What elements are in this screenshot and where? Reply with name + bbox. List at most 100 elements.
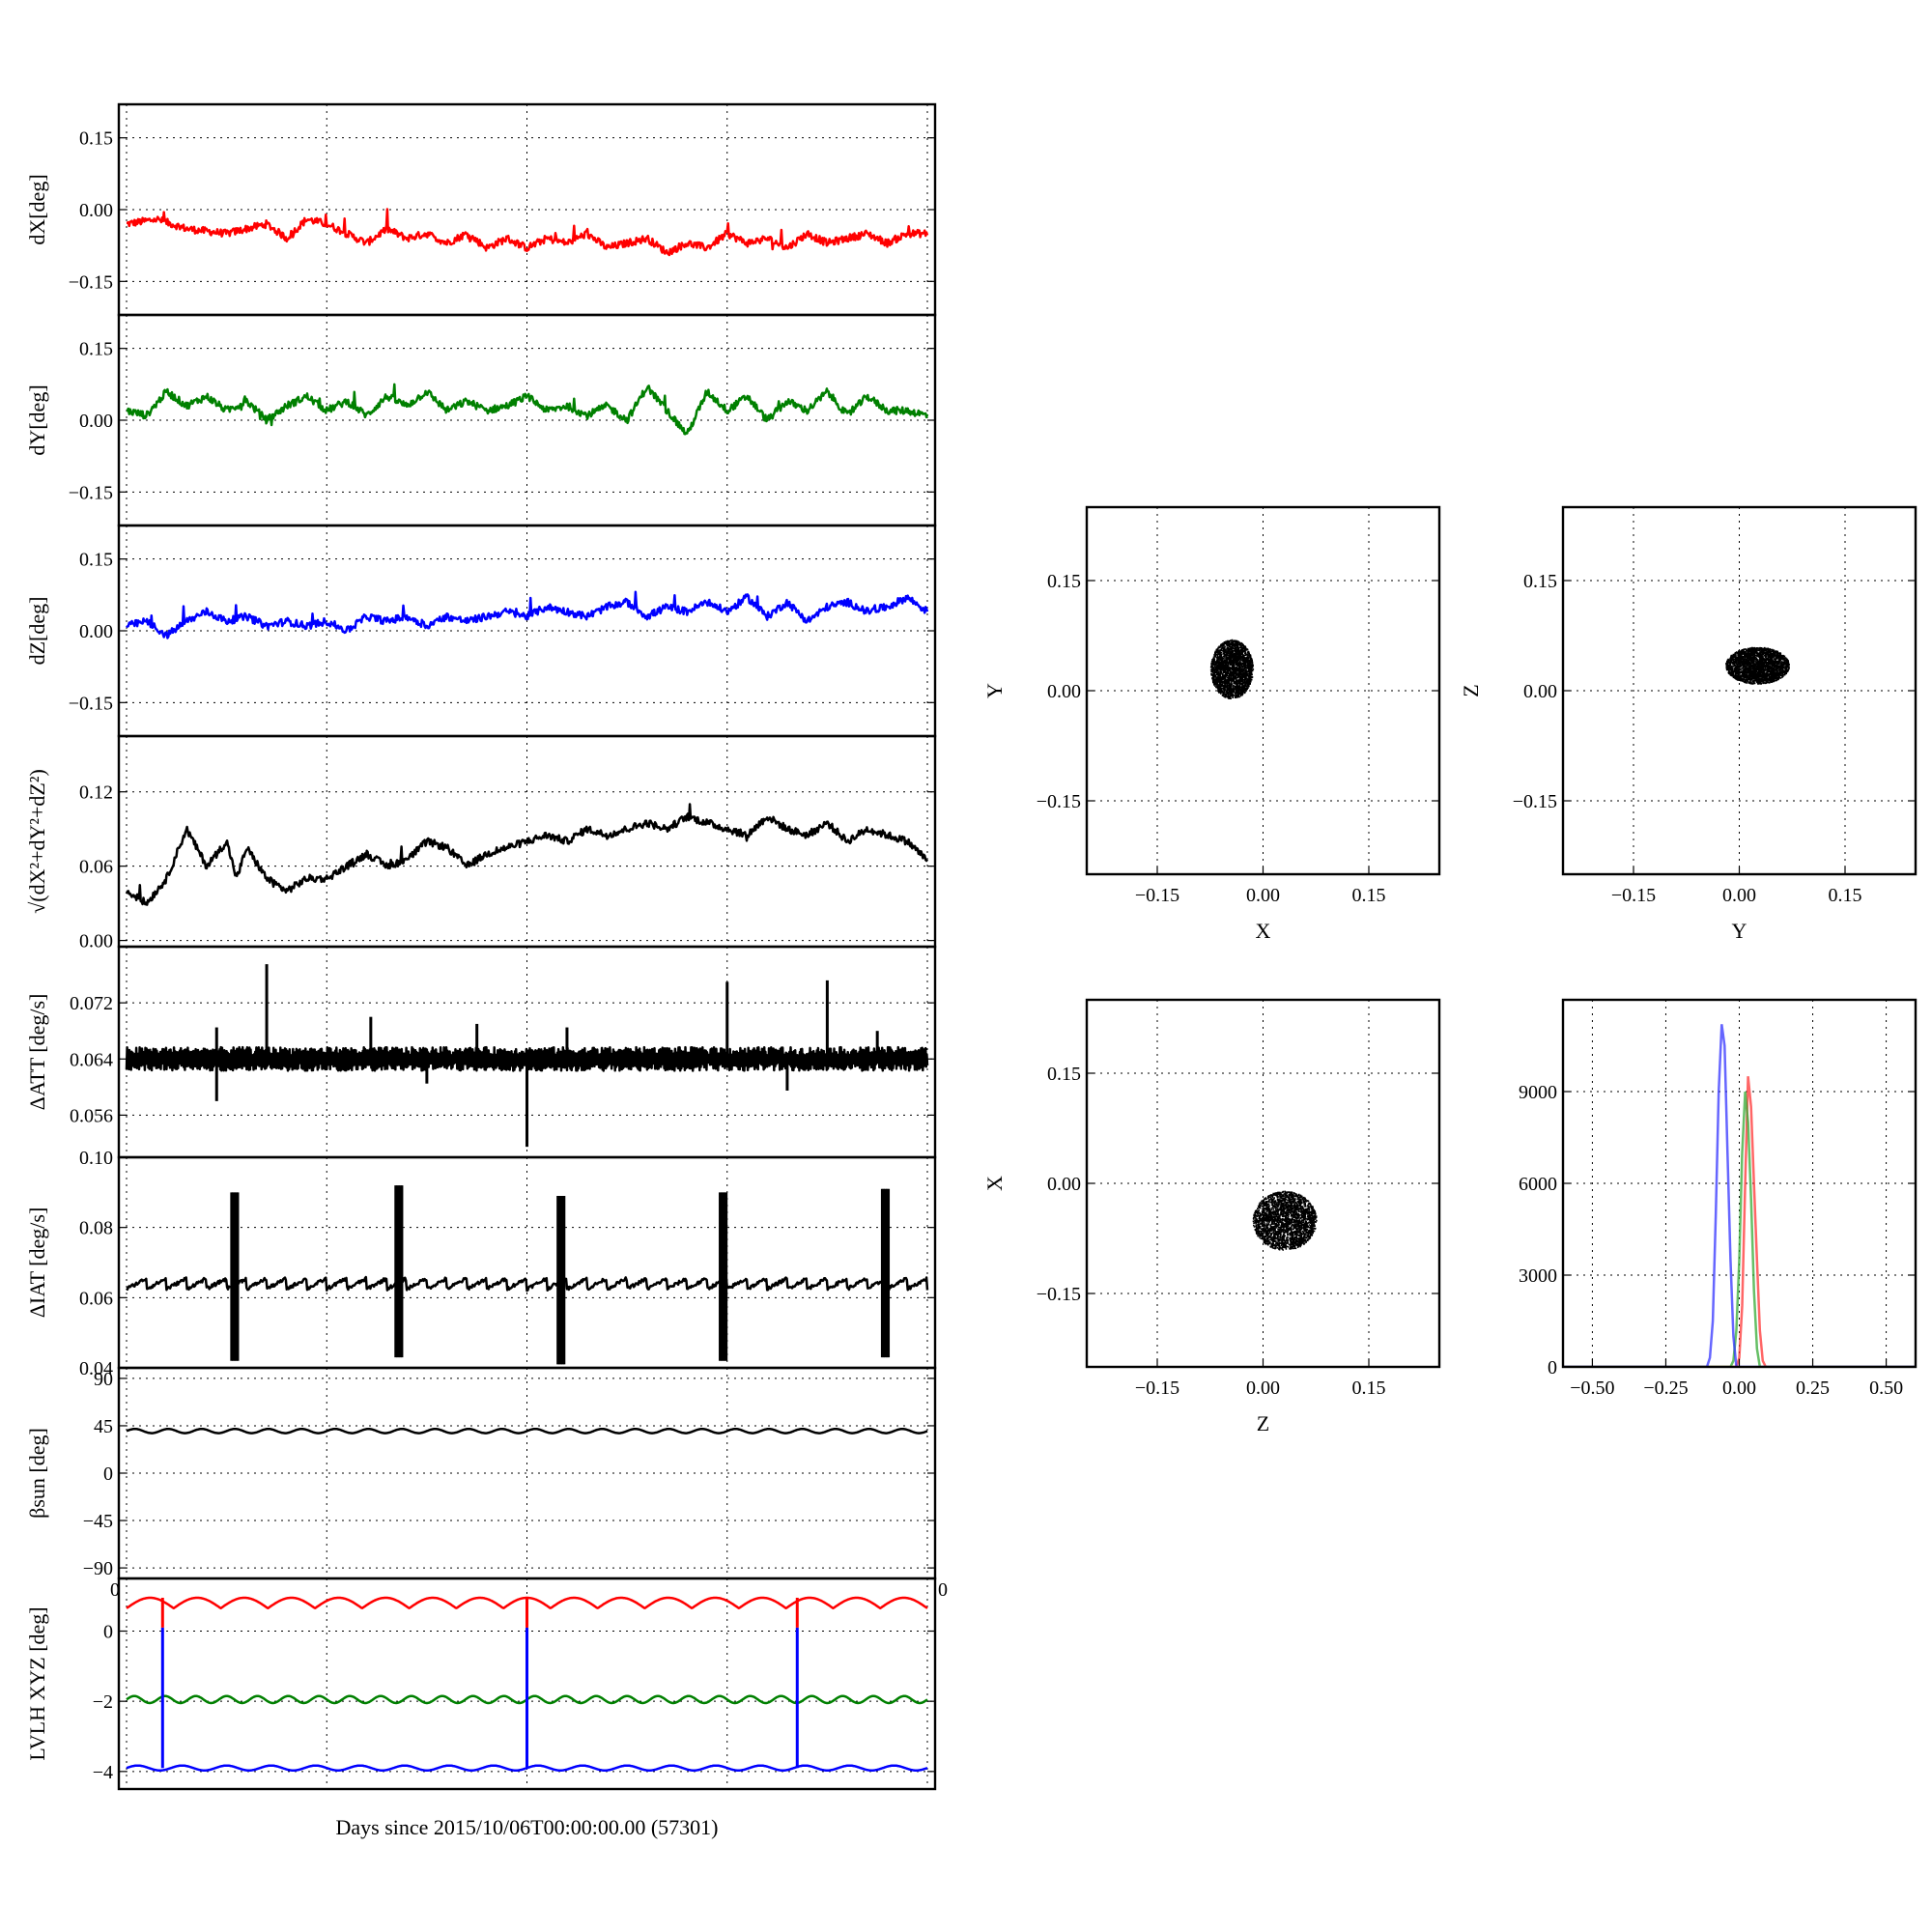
y-tick-label: −0.15	[69, 693, 113, 714]
y-tick-label: 0.15	[1523, 571, 1557, 592]
axes-lvlh: 0 −2 −4 LVLH XYZ [deg] Days since 2015/10/06…	[25, 1577, 948, 1839]
y-tick-label: 0.00	[1047, 1174, 1081, 1195]
x-tick-label: 0.50	[1869, 1378, 1903, 1399]
y-tick-label: 0.15	[1047, 1064, 1081, 1085]
x-tick-label: −0.15	[1611, 885, 1656, 906]
plot-area	[1209, 639, 1255, 699]
y-axis-label: Z	[1459, 684, 1483, 696]
x-tick-label: 0.00	[1246, 1378, 1280, 1399]
y-tick-label: 0.064	[70, 1049, 113, 1070]
scatter-points-zx	[1252, 1190, 1318, 1251]
axes-yz: 0.15 0.00 −0.15 −0.15 0.00 0.15 Z Y	[1459, 505, 1918, 943]
axes-diat: 0.10 0.08 0.06 0.04 ΔIAT [deg/s]	[25, 1148, 937, 1379]
y-tick-label: 0.04	[79, 1358, 113, 1379]
y-tick-label: 3000	[1519, 1265, 1557, 1287]
x-tick-label: 0.15	[1352, 885, 1386, 906]
x-tick-label: 0.15	[1829, 885, 1862, 906]
x-tick-label: −0.15	[1135, 1378, 1179, 1399]
y-axis-label: X	[982, 1176, 1007, 1191]
y-tick-label: 0.072	[70, 993, 113, 1014]
axes-frame	[1085, 505, 1441, 876]
axes-hist: 9000 6000 3000 0 −0.50 −0.25 0.00 0.25 0.50	[1519, 998, 1918, 1399]
series-line-beta	[126, 1427, 928, 1435]
axes-frame	[1561, 505, 1918, 876]
y-tick-label: 0.10	[79, 1148, 113, 1169]
y-tick-label: −4	[93, 1762, 113, 1783]
y-tick-label: −0.15	[1513, 791, 1557, 812]
axes-datt: 0.072 0.064 0.056 ΔATT [deg/s]	[25, 945, 937, 1159]
plot-area	[126, 1427, 928, 1435]
y-axis-label: Y	[982, 683, 1007, 698]
y-tick-label: 90	[94, 1369, 113, 1390]
y-tick-label: 0.00	[1047, 681, 1081, 702]
y-tick-label: −0.15	[69, 271, 113, 293]
y-tick-label: −0.15	[1037, 791, 1081, 812]
axes-frame	[117, 1155, 937, 1370]
series-line-diat	[126, 1275, 929, 1293]
y-tick-label: 0.00	[79, 411, 113, 432]
time-series-stack: 0.15 0.00 −0.15 dX[deg] 0.15 0.00 −0.15 dY[deg]…	[25, 102, 948, 1839]
y-tick-label: 0.15	[79, 128, 113, 150]
plot-area	[126, 1185, 929, 1365]
scatter-and-histogram-panels: 0.15 0.00 −0.15 −0.15 0.00 0.15 Y X 0.15 0.00 −0.1…	[982, 505, 1918, 1435]
y-tick-label: 0.08	[79, 1218, 113, 1239]
y-tick-label: 0.06	[79, 1288, 113, 1309]
y-axis-label: βsun [deg]	[25, 1428, 49, 1519]
series-line-dy	[126, 383, 929, 436]
axes-dx: 0.15 0.00 −0.15 dX[deg]	[25, 102, 937, 317]
y-tick-label: −2	[93, 1691, 113, 1713]
x-axis-label: X	[1256, 919, 1271, 943]
y-axis-label: LVLH XYZ [deg]	[25, 1606, 49, 1760]
plot-area	[126, 383, 929, 436]
y-tick-label: 0	[103, 1622, 113, 1643]
y-tick-label: 45	[94, 1416, 113, 1437]
y-tick-label: 0.00	[79, 621, 113, 642]
plot-area	[126, 1596, 928, 1772]
y-tick-label: 9000	[1519, 1082, 1557, 1103]
x-axis-label: Days since 2015/10/06T00:00:00.00 (57301…	[336, 1815, 719, 1839]
plot-area	[1725, 646, 1790, 685]
axes-frame	[1561, 998, 1918, 1369]
y-tick-label: −0.15	[69, 482, 113, 503]
plot-area	[1252, 1190, 1318, 1251]
x-tick-label: 0.00	[1246, 885, 1280, 906]
plot-area	[1563, 1024, 1916, 1367]
y-axis-label: dX[deg]	[25, 174, 49, 244]
plot-area	[126, 590, 929, 639]
series-line-dr	[125, 803, 929, 906]
y-tick-label: 0.15	[79, 550, 113, 571]
x-tick-label-left: 0	[110, 1579, 120, 1601]
y-tick-label: 0.00	[79, 200, 113, 221]
axes-dr: 0.12 0.06 0.00 √(dX²+dY²+dZ²)	[25, 734, 937, 952]
histogram-line-2	[1563, 1024, 1916, 1367]
axes-dy: 0.15 0.00 −0.15 dY[deg]	[25, 313, 937, 527]
y-tick-label: −0.15	[1037, 1284, 1081, 1305]
y-tick-label: −90	[83, 1558, 113, 1579]
x-tick-label-right: 0	[938, 1579, 948, 1601]
y-axis-label: √(dX²+dY²+dZ²)	[25, 769, 49, 914]
y-tick-label: 0.15	[79, 339, 113, 360]
axes-xy: 0.15 0.00 −0.15 −0.15 0.00 0.15 Y X	[982, 505, 1441, 943]
y-tick-label: 6000	[1519, 1174, 1557, 1195]
x-tick-label: −0.15	[1135, 885, 1179, 906]
x-tick-label: 0.00	[1722, 1378, 1756, 1399]
axes-frame	[117, 1577, 937, 1791]
x-tick-label: 0.25	[1796, 1378, 1830, 1399]
y-tick-label: 0.15	[1047, 571, 1081, 592]
histogram-line-0	[1563, 1076, 1916, 1367]
axes-frame	[1085, 998, 1441, 1369]
y-tick-label: 0.00	[79, 931, 113, 952]
series-line-dz	[126, 590, 929, 639]
plot-area	[125, 803, 929, 906]
axes-dz: 0.15 0.00 −0.15 dZ[deg]	[25, 524, 937, 738]
y-tick-label: 0	[103, 1463, 113, 1485]
plot-area	[125, 964, 929, 1148]
y-tick-label: 0.056	[70, 1105, 113, 1126]
y-tick-label: 0.06	[79, 857, 113, 878]
y-axis-label: ΔIAT [deg/s]	[25, 1208, 49, 1319]
y-tick-label: 0	[1548, 1357, 1557, 1378]
y-axis-label: ΔATT [deg/s]	[25, 994, 49, 1111]
x-axis-label: Z	[1257, 1411, 1269, 1435]
scatter-points-yz	[1725, 646, 1790, 685]
